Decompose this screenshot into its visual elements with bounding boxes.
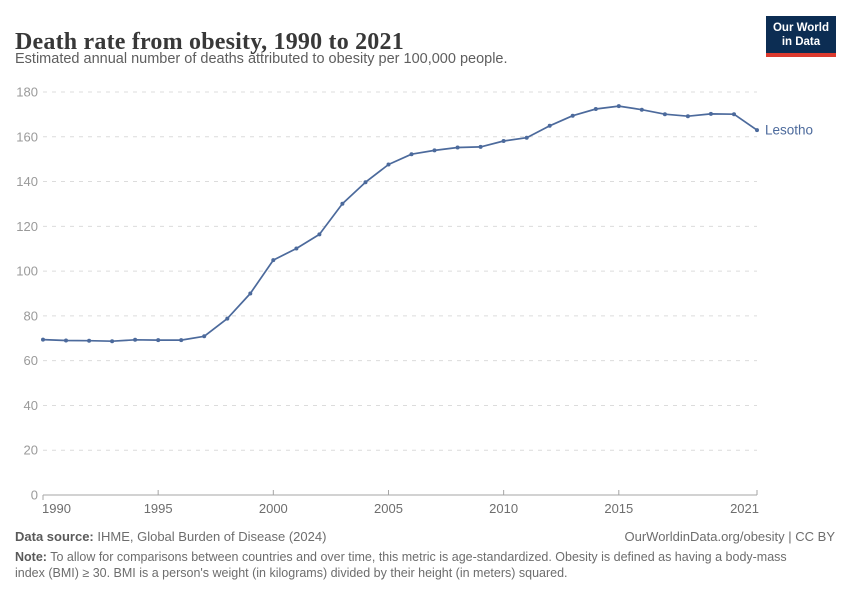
data-point [110,339,115,344]
chart-area: 0 20 40 60 80 100 120 140 160 180 1990 1995 2000 2005… [0,75,850,525]
series-label: Lesotho [765,123,813,138]
x-tick-label: 2015 [604,501,633,516]
data-point [41,337,45,342]
owid-logo[interactable]: Our World in Data [765,16,836,58]
x-tick-label: 1995 [144,501,173,516]
data-point [248,291,253,296]
data-point [202,334,207,339]
y-tick-label: 100 [16,264,38,279]
y-tick-label: 180 [16,85,38,100]
x-tick-label: 1990 [42,501,71,516]
y-tick-label: 20 [24,443,38,458]
data-point [570,113,575,118]
data-point [363,180,368,185]
chart-title: Death rate from obesity, 1990 to 2021 [15,29,404,56]
chart-canvas: 0 20 40 60 80 100 120 140 160 180 1990 1995 2000 2005… [16,85,813,517]
data-point [271,258,276,263]
data-point [87,338,92,343]
data-point [662,112,667,117]
data-point [455,145,460,150]
x-tick-label: 2010 [489,501,518,516]
data-point [386,162,391,167]
data-point [156,338,161,343]
y-tick-label: 140 [16,174,38,189]
chart-note: Note: To allow for comparisons between c… [15,550,810,582]
data-point [639,107,644,112]
data-point [432,148,437,153]
data-source-text: IHME, Global Burden of Disease (2024) [93,529,327,544]
data-point [593,107,598,111]
y-tick-label: 160 [16,129,38,144]
data-point [685,114,690,119]
data-point [732,112,736,117]
source-row: Data source: IHME, Global Burden of Dise… [15,529,835,544]
data-point [708,111,713,116]
data-source: Data source: IHME, Global Burden of Dise… [15,529,326,544]
data-point [179,338,184,343]
data-point [340,201,345,206]
data-point [133,337,138,342]
x-tick-label: 2005 [374,501,403,516]
data-point [225,316,230,321]
data-point [409,152,414,157]
data-source-label: Data source: [15,529,94,544]
y-tick-label: 80 [24,308,38,323]
data-point [294,246,299,251]
x-tick-label: 2021 [730,501,759,516]
license-link[interactable]: OurWorldinData.org/obesity | CC BY [624,529,836,544]
y-tick-label: 0 [31,488,38,503]
note-text: To allow for comparisons between countri… [15,550,787,580]
data-point [616,104,621,109]
owid-logo-line2: in Data [781,36,821,49]
chart-footer: Data source: IHME, Global Burden of Dise… [15,529,835,582]
y-tick-label: 120 [16,219,38,234]
data-point [478,144,483,149]
x-tick-label: 2000 [259,501,288,516]
data-point [64,338,68,343]
note-label: Note: [15,550,47,564]
y-tick-label: 40 [24,398,38,413]
owid-logo-line1: Our World [772,22,829,34]
data-point [547,123,552,128]
y-tick-label: 60 [24,353,38,368]
data-point [501,139,506,143]
data-point [317,232,322,237]
chart-subtitle: Estimated annual number of deaths attrib… [15,51,508,67]
data-point [755,128,759,133]
data-point [524,135,529,140]
series-line [42,105,758,343]
